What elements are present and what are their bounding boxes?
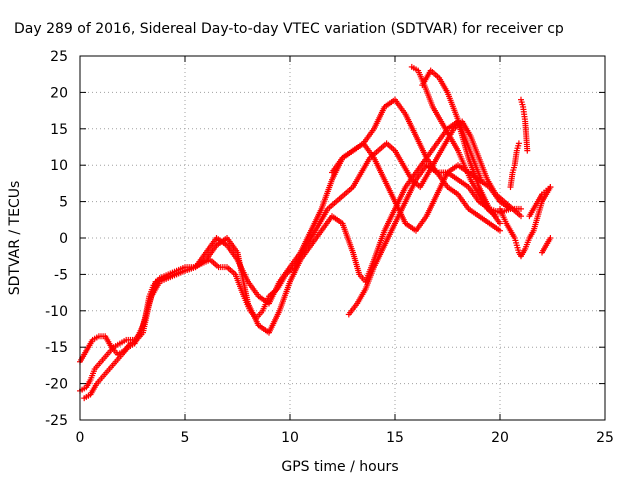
data-point: [524, 147, 531, 154]
y-tick-labels: 25 20 15 10 5 0 -5 -10 -15 -20 -25: [45, 49, 68, 429]
y-tick-label: 15: [50, 122, 68, 138]
x-tick-label: 20: [491, 430, 509, 446]
data-point: [518, 213, 524, 220]
y-tick-label: -20: [45, 377, 68, 393]
y-tick-label: -25: [45, 413, 68, 429]
y-tick-label: 20: [50, 85, 68, 101]
grid: [80, 56, 605, 420]
y-axis-label: SDTVAR / TECUs: [7, 181, 23, 296]
axis-ticks: [79, 55, 606, 421]
chart-title: Day 289 of 2016, Sidereal Day-to-day VTE…: [14, 21, 564, 37]
data-point: [515, 140, 522, 147]
y-tick-label: 0: [59, 231, 68, 247]
data-point: [507, 205, 514, 212]
data-point: [547, 184, 554, 191]
data-point: [518, 205, 524, 212]
y-tick-label: 5: [59, 195, 68, 211]
x-tick-labels: 0 5 10 15 20 25: [76, 430, 614, 446]
x-tick-label: 5: [181, 430, 190, 446]
x-axis-label: GPS time / hours: [281, 459, 398, 475]
x-tick-label: 10: [281, 430, 299, 446]
data-points: [77, 63, 554, 402]
y-tick-label: 25: [50, 49, 68, 65]
x-tick-label: 0: [76, 430, 85, 446]
x-tick-label: 15: [386, 430, 404, 446]
y-tick-label: -15: [45, 340, 68, 356]
y-tick-label: 10: [50, 158, 68, 174]
x-tick-label: 25: [596, 430, 614, 446]
y-tick-label: -5: [54, 267, 68, 283]
data-point: [478, 176, 485, 183]
plot-frame: [79, 55, 606, 421]
y-tick-label: -10: [45, 304, 68, 320]
data-point: [497, 220, 503, 227]
data-point: [497, 227, 503, 234]
data-point: [547, 235, 554, 241]
data-point: [492, 213, 499, 220]
